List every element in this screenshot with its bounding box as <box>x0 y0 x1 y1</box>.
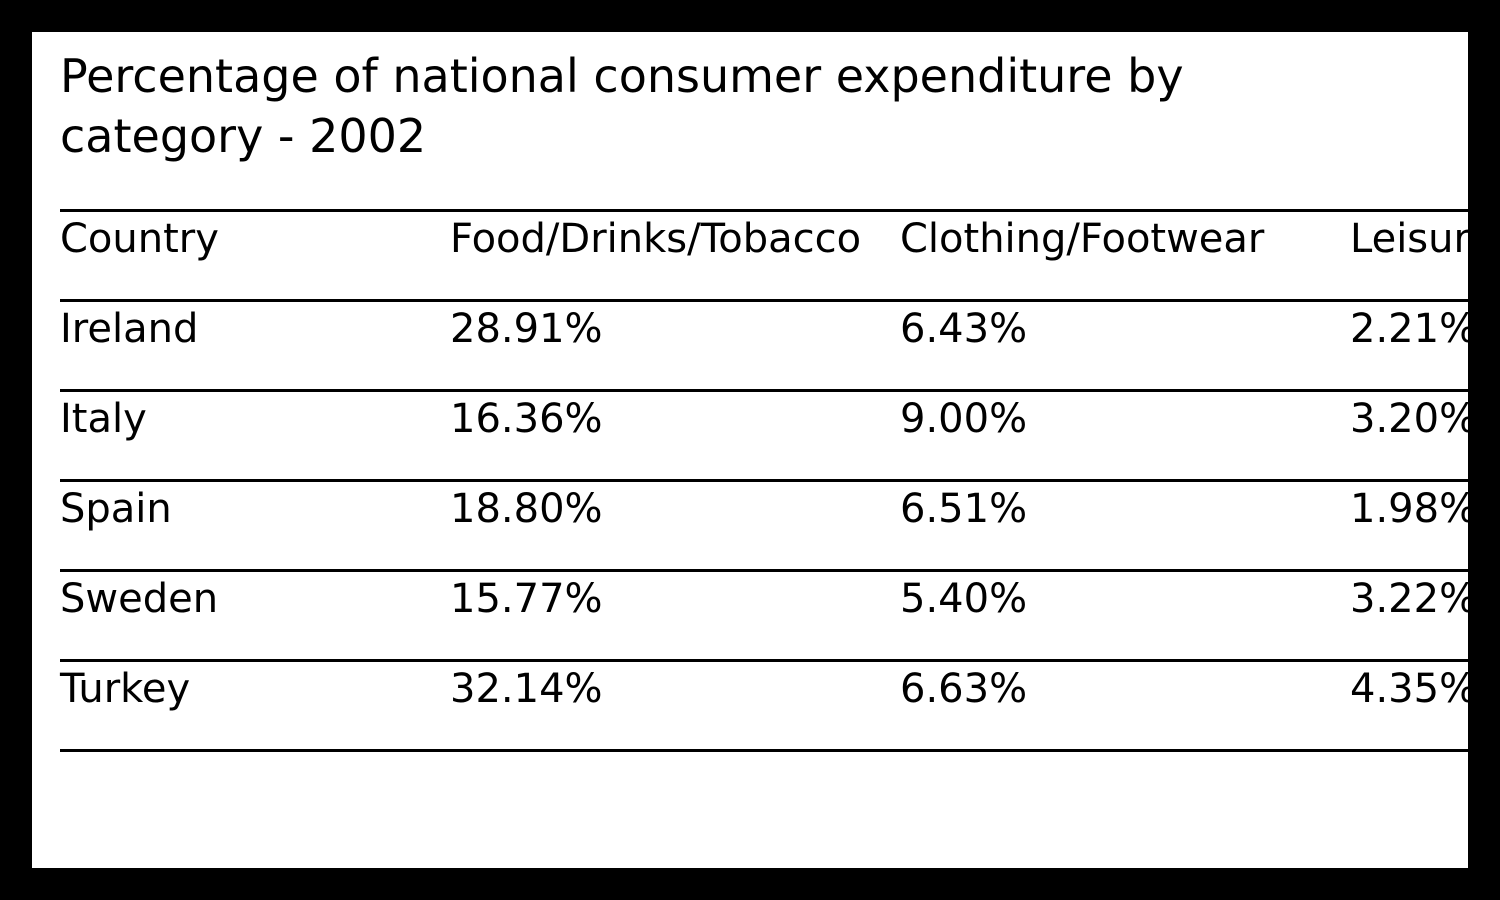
table-cell: 9.00% <box>900 396 1028 442</box>
table-cell: 16.36% <box>450 396 603 442</box>
table-cell: 4.35% <box>1350 666 1468 712</box>
table-cell: 32.14% <box>450 666 603 712</box>
column-header: Food/Drinks/Tobacco <box>450 216 862 262</box>
table-cell: 15.77% <box>450 576 603 622</box>
table-cell: 3.20% <box>1350 396 1468 442</box>
row-label: Italy <box>60 396 147 442</box>
column-header: Country <box>60 216 219 262</box>
table-cell: 18.80% <box>450 486 603 532</box>
row-rule <box>60 389 1468 392</box>
table-cell: 28.91% <box>450 306 603 352</box>
table-cell: 2.21% <box>1350 306 1468 352</box>
table-cell: 6.63% <box>900 666 1028 712</box>
row-rule <box>60 749 1468 752</box>
column-header: Leisure/Education <box>1350 216 1468 262</box>
table-panel: Percentage of national consumer expendit… <box>32 32 1468 868</box>
table-cell: 1.98% <box>1350 486 1468 532</box>
row-rule <box>60 659 1468 662</box>
header-top-rule <box>60 209 1468 212</box>
row-label: Sweden <box>60 576 219 622</box>
row-rule <box>60 569 1468 572</box>
column-header: Clothing/Footwear <box>900 216 1265 262</box>
table-cell: 6.43% <box>900 306 1028 352</box>
row-label: Turkey <box>60 666 191 712</box>
table-cell: 5.40% <box>900 576 1028 622</box>
table-cell: 6.51% <box>900 486 1028 532</box>
header-bottom-rule <box>60 299 1468 302</box>
table-cell: 3.22% <box>1350 576 1468 622</box>
row-label: Ireland <box>60 306 199 352</box>
row-rule <box>60 479 1468 482</box>
table-title: Percentage of national consumer expendit… <box>60 49 1184 163</box>
row-label: Spain <box>60 486 172 532</box>
